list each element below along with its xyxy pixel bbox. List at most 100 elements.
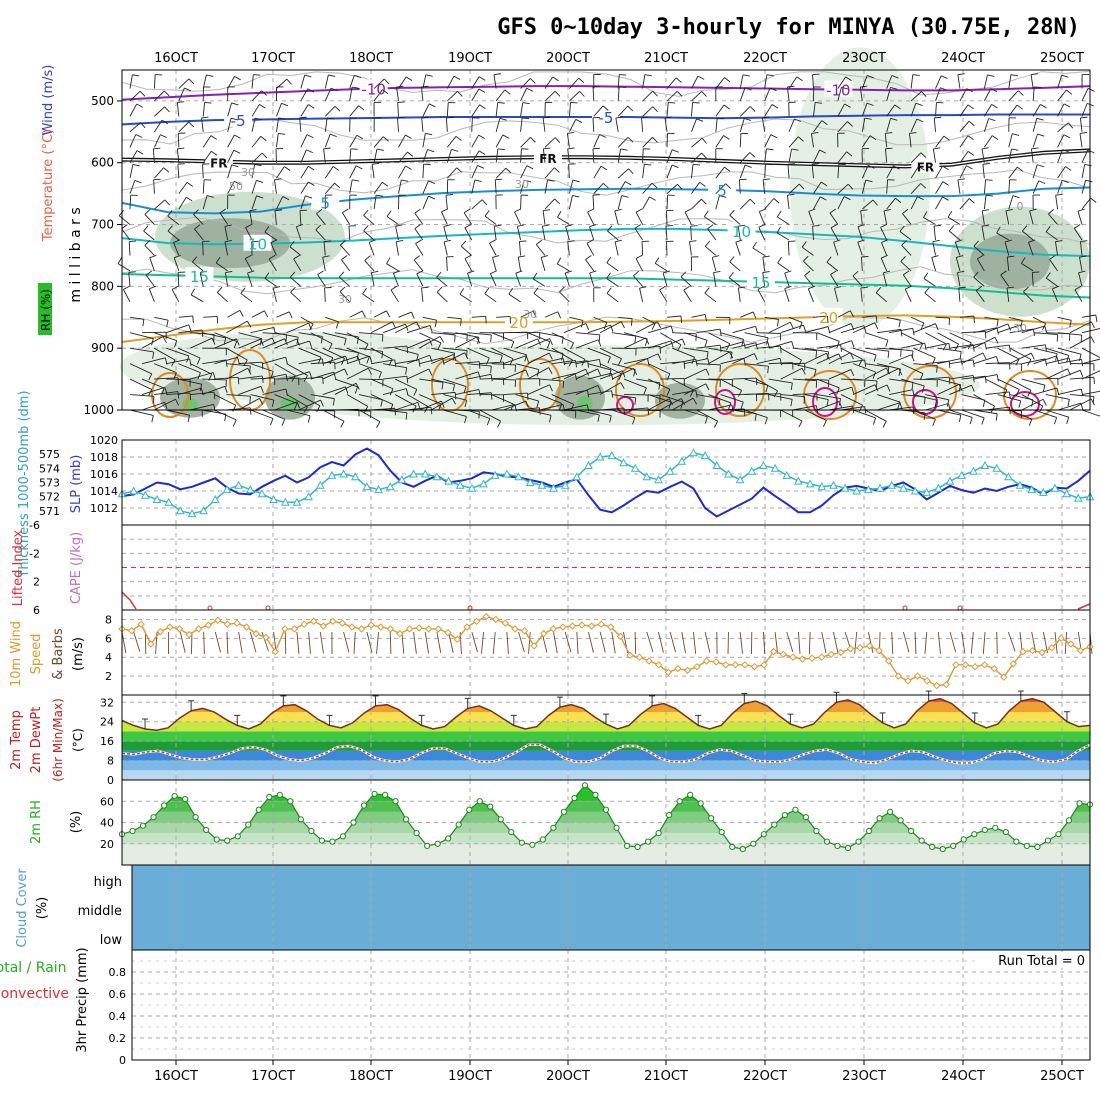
wind-barb-flag	[996, 356, 999, 364]
wind-barb-flag	[417, 402, 421, 410]
wind-barb	[715, 183, 726, 194]
isotherm-label-bg	[746, 272, 775, 289]
wind-barb	[559, 291, 570, 303]
wind-barb	[923, 217, 936, 225]
wind-barb-flag	[883, 270, 891, 274]
run-total-label: Run Total = 0	[998, 954, 1085, 969]
wind-barb-flag	[395, 224, 403, 227]
wind-barb-flag	[742, 74, 750, 77]
wind-speed-marker	[405, 625, 414, 633]
wind-barb	[648, 394, 672, 403]
wind-barb-flag	[522, 117, 530, 120]
rh-marker	[508, 828, 515, 836]
wind-barb	[238, 397, 260, 411]
wind-barb-flag	[274, 178, 282, 181]
y-tick-label: 900	[91, 341, 114, 355]
wind-barb	[467, 332, 492, 336]
wind-barb	[1021, 394, 1044, 407]
wind-barb-flag	[872, 199, 878, 206]
wind-barb	[443, 241, 448, 256]
wind-barb	[739, 74, 744, 89]
wind-barb	[503, 369, 526, 380]
wind-barb	[933, 226, 936, 241]
wind-barb	[178, 121, 190, 133]
wind-barb	[214, 394, 237, 406]
wind-barb	[349, 135, 358, 148]
wind-barb	[383, 345, 408, 349]
wind-barb	[471, 117, 473, 132]
wind-barb	[1054, 241, 1059, 256]
wind-barb-flag	[641, 116, 649, 119]
wind-barb	[455, 336, 477, 349]
wind-barb-flag	[920, 322, 925, 330]
wind-barb-flag	[691, 357, 695, 364]
wind-barb-flag	[240, 287, 246, 294]
wind-barb	[325, 316, 339, 323]
wind-barb	[611, 394, 636, 399]
wind-barb-flag	[986, 194, 994, 197]
wind-barb-flag	[707, 224, 714, 230]
wind-barb-flag	[652, 137, 658, 143]
wind-barb-flag	[344, 368, 348, 376]
wind-barb-flag	[261, 152, 268, 159]
wind-barb	[396, 86, 399, 101]
surface-temp-contour	[616, 396, 634, 414]
wind-barb	[373, 181, 383, 194]
wind-barb	[436, 291, 448, 303]
rh-band	[122, 785, 1090, 791]
wind-barb	[611, 332, 636, 337]
wind-barb-flag	[321, 358, 325, 366]
thickness-marker	[420, 469, 430, 478]
wind-barb-flag	[936, 365, 938, 373]
wind-barb-flag	[174, 340, 178, 348]
wind-barb	[551, 373, 576, 380]
wind-barb-flag	[627, 105, 634, 112]
wind-barb-flag	[1007, 323, 1011, 331]
wind-barb	[937, 332, 959, 345]
wind-barb	[744, 341, 768, 349]
wind-barb	[690, 164, 694, 179]
wind-barb-flag	[567, 240, 575, 243]
wind-barb-flag	[478, 88, 486, 93]
wind-barb-flag	[763, 178, 771, 181]
rh-marker	[466, 806, 473, 813]
wind-barb-flag	[452, 384, 456, 392]
wind-barb	[167, 215, 180, 225]
wind-barb	[323, 148, 326, 163]
wind-barb	[704, 216, 717, 225]
wind-speed-marker	[884, 657, 893, 665]
rh-marker	[150, 814, 157, 821]
wind-barb-flag	[457, 91, 463, 97]
wind-barb-flag	[546, 341, 551, 349]
wind-barb-flag	[451, 148, 459, 152]
wind-barb-flag	[651, 182, 658, 189]
wind-barb	[166, 324, 189, 334]
wind-barb	[177, 133, 180, 148]
rh-contour	[121, 169, 1091, 196]
wind-barb	[857, 242, 863, 256]
wind-barb	[129, 134, 137, 148]
wind-barb-flag	[755, 326, 758, 334]
wind-barb-flag	[948, 403, 951, 411]
surface-temp-contour	[715, 363, 765, 417]
wind-barb-flag	[328, 343, 333, 351]
wind-barb	[154, 167, 164, 179]
rh-marker	[750, 840, 757, 847]
rh-marker	[297, 816, 304, 823]
wind-barb	[141, 357, 166, 365]
wind-barb-flag	[570, 101, 578, 104]
isotherm-label: 5	[321, 195, 331, 213]
wind-barb-flag	[701, 152, 707, 159]
wind-barb	[708, 347, 733, 353]
wind-barb-flag	[696, 118, 704, 122]
wind-speed-marker	[827, 650, 835, 659]
rh-marker	[424, 842, 431, 849]
wind-barb	[443, 394, 467, 401]
wind-barb-flag	[200, 388, 204, 396]
wind-speed-marker	[319, 622, 328, 630]
wind-barb	[129, 74, 133, 89]
wind-speed-marker	[645, 657, 653, 665]
wind-barb	[889, 354, 912, 365]
y-tick-label: 700	[91, 218, 114, 232]
wind-barb	[407, 324, 431, 334]
